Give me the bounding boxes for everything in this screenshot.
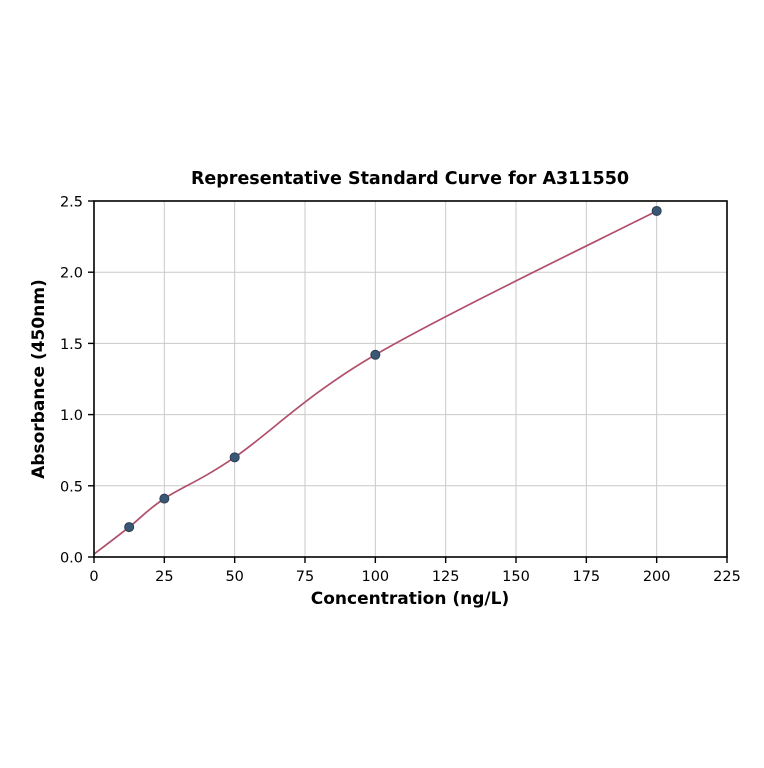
- x-tick-label: 0: [89, 569, 98, 585]
- data-point: [124, 522, 135, 533]
- x-tick-label: 125: [432, 569, 460, 585]
- y-tick-label: 2.5: [60, 195, 83, 211]
- x-tick-label: 200: [643, 569, 671, 585]
- chart-title: Representative Standard Curve for A31155…: [191, 169, 629, 189]
- axes-border: [93, 200, 728, 558]
- y-tick-label: 2.0: [60, 266, 83, 282]
- data-point: [370, 349, 381, 360]
- data-point: [651, 205, 662, 216]
- y-tick-label: 0.5: [60, 479, 83, 495]
- y-axis-label: Absorbance (450nm): [29, 279, 49, 479]
- x-tick-label: 100: [361, 569, 389, 585]
- data-point: [229, 452, 240, 463]
- x-tick-label: 175: [572, 569, 600, 585]
- data-point: [159, 493, 170, 504]
- x-tick-label: 25: [155, 569, 173, 585]
- x-tick-label: 50: [225, 569, 243, 585]
- y-tick-label: 1.0: [60, 408, 83, 424]
- plot-area: 0 25 50 75 100 125 150 175 200 225 0.0 0.5 1.0 1.5 2.0…: [60, 195, 741, 586]
- y-tick-label: 1.5: [60, 337, 83, 353]
- y-tick-label: 0.0: [60, 551, 83, 567]
- x-tick-label: 150: [502, 569, 530, 585]
- x-tick-label: 75: [296, 569, 314, 585]
- x-axis-label: Concentration (ng/L): [311, 589, 509, 609]
- x-tick-label: 225: [713, 569, 741, 585]
